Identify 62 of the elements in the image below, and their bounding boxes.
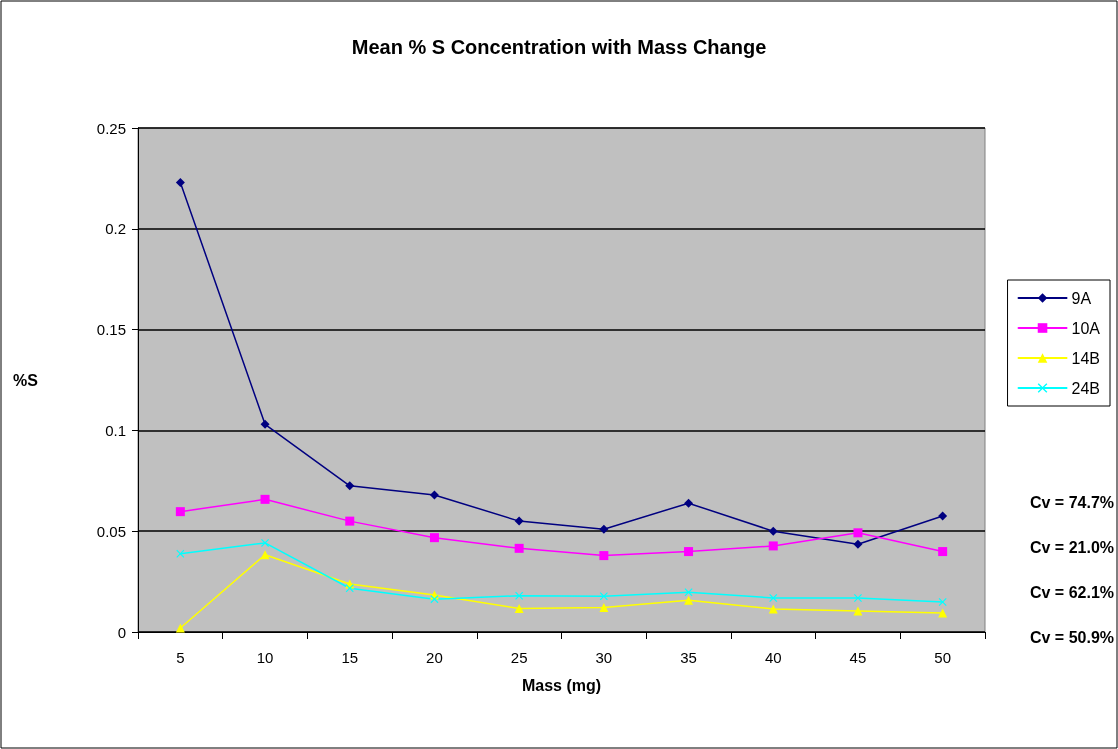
x-tick-label: 30 [595, 649, 613, 666]
point [514, 516, 524, 526]
point [345, 516, 355, 526]
point [599, 524, 609, 534]
point [684, 547, 694, 557]
point [345, 584, 354, 593]
legend-label: 9A [1071, 289, 1092, 307]
point [938, 547, 948, 557]
point [684, 498, 694, 508]
legend-label: 24B [1071, 379, 1100, 397]
y-tick-label: 0.1 [105, 421, 126, 439]
point [515, 591, 524, 600]
point [853, 539, 863, 549]
point [599, 551, 609, 561]
point [684, 595, 694, 605]
y-tick-label: 0.2 [105, 220, 126, 238]
point [768, 526, 778, 536]
x-tick-label: 15 [341, 649, 359, 666]
point [430, 595, 439, 604]
text: Cv = 21.0% [1029, 538, 1115, 556]
legend-label: 10A [1071, 319, 1101, 337]
point [853, 528, 863, 538]
x-tick-label: 50 [934, 649, 951, 666]
point [938, 511, 948, 521]
point [768, 541, 778, 551]
y-tick-label: 0 [117, 623, 126, 641]
text: Cv = 62.1% [1029, 583, 1115, 601]
point [853, 606, 863, 616]
point [260, 419, 270, 429]
legend-label: 14B [1071, 349, 1100, 367]
point [599, 602, 609, 612]
point [599, 592, 608, 601]
point [429, 533, 439, 543]
point [514, 603, 524, 613]
y-tick-label: 0.05 [96, 522, 126, 540]
x-tick-label: 35 [680, 649, 697, 666]
x-tick-label: 25 [510, 649, 528, 666]
point [768, 604, 778, 614]
y-tick-label: 0.15 [96, 321, 126, 339]
point [345, 481, 355, 491]
point [175, 177, 185, 187]
point [684, 588, 693, 597]
y-axis-title: %S [13, 371, 39, 389]
point [938, 608, 948, 618]
point [175, 507, 185, 517]
point [769, 593, 778, 602]
point [938, 597, 947, 606]
point [260, 494, 270, 504]
text: Cv = 50.9% [1029, 628, 1115, 646]
point [514, 543, 524, 553]
x-axis-title: Mass (mg) [521, 676, 602, 694]
point [429, 490, 439, 500]
x-tick-label: 45 [849, 649, 867, 666]
x-tick-label: 5 [176, 649, 185, 666]
x-tick-label: 10 [256, 649, 274, 666]
x-tick-label: 20 [426, 649, 443, 666]
text: Cv = 74.7% [1029, 493, 1115, 511]
point [260, 550, 270, 560]
chart-title: Mean % S Concentration with Mass Change [351, 36, 767, 58]
y-tick-label: 0.25 [96, 119, 126, 137]
x-tick-label: 40 [764, 649, 782, 666]
point [176, 549, 185, 558]
